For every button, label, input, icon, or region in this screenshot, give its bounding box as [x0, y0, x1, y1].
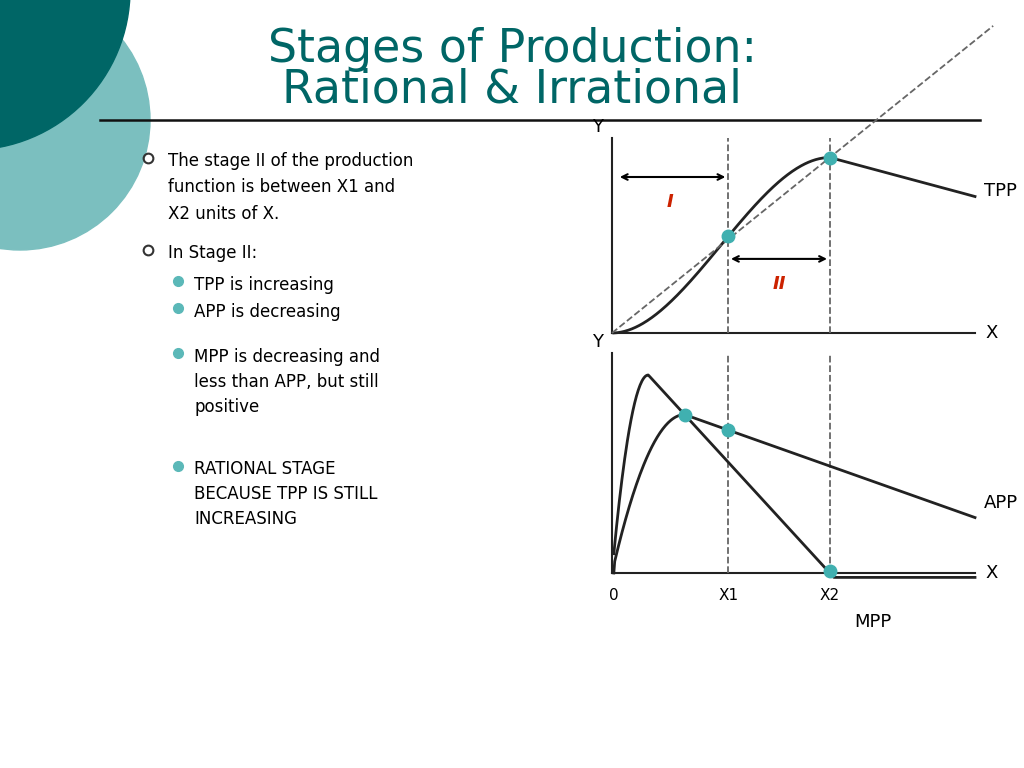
Text: Y: Y [593, 333, 603, 351]
Text: X: X [985, 564, 997, 582]
Text: II: II [772, 275, 785, 293]
Text: Rational & Irrational: Rational & Irrational [282, 68, 742, 112]
Circle shape [0, 0, 130, 150]
Text: TPP: TPP [984, 183, 1017, 200]
Text: 0: 0 [609, 588, 618, 603]
Text: X2: X2 [820, 588, 840, 603]
Text: Stages of Production:: Stages of Production: [267, 28, 757, 72]
Text: X: X [985, 324, 997, 342]
Text: APP: APP [984, 494, 1018, 511]
Text: APP is decreasing: APP is decreasing [194, 303, 341, 321]
Text: In Stage II:: In Stage II: [168, 244, 257, 262]
Circle shape [0, 0, 150, 250]
Text: I: I [667, 193, 674, 211]
Text: TPP is increasing: TPP is increasing [194, 276, 334, 294]
Text: Y: Y [593, 118, 603, 136]
Text: RATIONAL STAGE
BECAUSE TPP IS STILL
INCREASING: RATIONAL STAGE BECAUSE TPP IS STILL INCR… [194, 460, 378, 528]
Text: MPP: MPP [855, 613, 892, 631]
Text: The stage II of the production
function is between X1 and
X2 units of X.: The stage II of the production function … [168, 152, 414, 223]
Text: X1: X1 [718, 588, 738, 603]
Text: MPP is decreasing and
less than APP, but still
positive: MPP is decreasing and less than APP, but… [194, 348, 380, 416]
